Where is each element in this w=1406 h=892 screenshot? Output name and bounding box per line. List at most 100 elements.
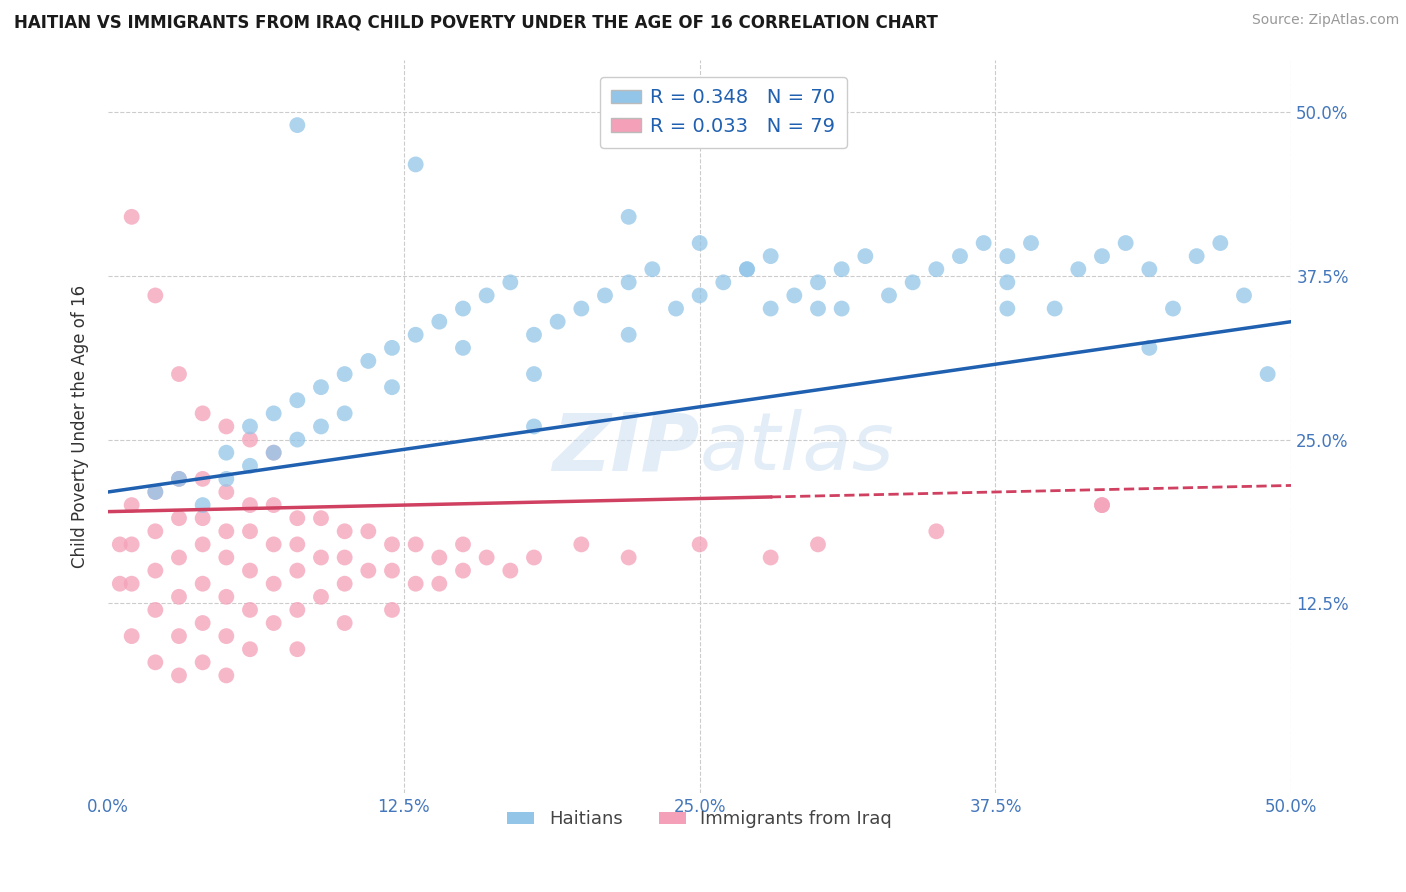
Point	[357, 524, 380, 539]
Point	[143, 564, 166, 578]
Point	[427, 576, 450, 591]
Point	[191, 615, 214, 630]
Point	[475, 288, 498, 302]
Point	[1091, 249, 1114, 263]
Point	[1019, 235, 1042, 250]
Point	[333, 550, 356, 565]
Point	[949, 249, 972, 263]
Point	[121, 576, 143, 591]
Point	[711, 276, 734, 290]
Point	[807, 301, 830, 316]
Point	[167, 550, 190, 565]
Point	[191, 472, 214, 486]
Point	[475, 550, 498, 565]
Point	[239, 419, 262, 434]
Point	[381, 341, 404, 355]
Point	[285, 603, 308, 617]
Point	[1161, 301, 1184, 316]
Point	[285, 537, 308, 551]
Point	[451, 341, 474, 355]
Point	[309, 419, 332, 434]
Point	[239, 524, 262, 539]
Point	[1091, 498, 1114, 512]
Point	[285, 118, 308, 132]
Point	[1185, 249, 1208, 263]
Point	[689, 288, 711, 302]
Point	[593, 288, 616, 302]
Point	[263, 576, 285, 591]
Point	[191, 576, 214, 591]
Point	[215, 445, 238, 459]
Y-axis label: Child Poverty Under the Age of 16: Child Poverty Under the Age of 16	[72, 285, 89, 568]
Point	[263, 445, 285, 459]
Point	[1137, 262, 1160, 277]
Point	[1209, 235, 1232, 250]
Point	[499, 564, 522, 578]
Point	[191, 656, 214, 670]
Point	[191, 537, 214, 551]
Point	[1067, 262, 1090, 277]
Point	[853, 249, 876, 263]
Point	[239, 642, 262, 657]
Point	[121, 537, 143, 551]
Point	[995, 276, 1018, 290]
Point	[167, 367, 190, 381]
Point	[333, 406, 356, 420]
Point	[689, 537, 711, 551]
Point	[285, 511, 308, 525]
Point	[239, 603, 262, 617]
Point	[215, 550, 238, 565]
Point	[523, 550, 546, 565]
Point	[167, 629, 190, 643]
Point	[263, 615, 285, 630]
Point	[263, 445, 285, 459]
Point	[569, 537, 592, 551]
Point	[143, 603, 166, 617]
Point	[285, 393, 308, 408]
Point	[569, 301, 592, 316]
Point	[333, 367, 356, 381]
Point	[877, 288, 900, 302]
Point	[239, 498, 262, 512]
Point	[143, 485, 166, 500]
Point	[925, 524, 948, 539]
Point	[831, 262, 853, 277]
Point	[1091, 498, 1114, 512]
Point	[617, 327, 640, 342]
Point	[263, 498, 285, 512]
Point	[901, 276, 924, 290]
Point	[617, 276, 640, 290]
Point	[973, 235, 995, 250]
Point	[285, 433, 308, 447]
Point	[309, 550, 332, 565]
Point	[1115, 235, 1137, 250]
Point	[143, 524, 166, 539]
Point	[381, 603, 404, 617]
Point	[215, 590, 238, 604]
Point	[451, 564, 474, 578]
Point	[239, 433, 262, 447]
Point	[451, 537, 474, 551]
Point	[143, 656, 166, 670]
Point	[215, 524, 238, 539]
Point	[143, 288, 166, 302]
Point	[1043, 301, 1066, 316]
Point	[831, 301, 853, 316]
Text: atlas: atlas	[700, 409, 894, 488]
Point	[405, 576, 427, 591]
Point	[499, 276, 522, 290]
Point	[191, 498, 214, 512]
Point	[239, 458, 262, 473]
Point	[547, 315, 569, 329]
Point	[735, 262, 758, 277]
Point	[215, 629, 238, 643]
Point	[333, 615, 356, 630]
Point	[167, 472, 190, 486]
Point	[405, 327, 427, 342]
Point	[309, 590, 332, 604]
Point	[333, 524, 356, 539]
Point	[121, 210, 143, 224]
Point	[263, 406, 285, 420]
Point	[381, 537, 404, 551]
Legend: Haitians, Immigrants from Iraq: Haitians, Immigrants from Iraq	[501, 803, 900, 836]
